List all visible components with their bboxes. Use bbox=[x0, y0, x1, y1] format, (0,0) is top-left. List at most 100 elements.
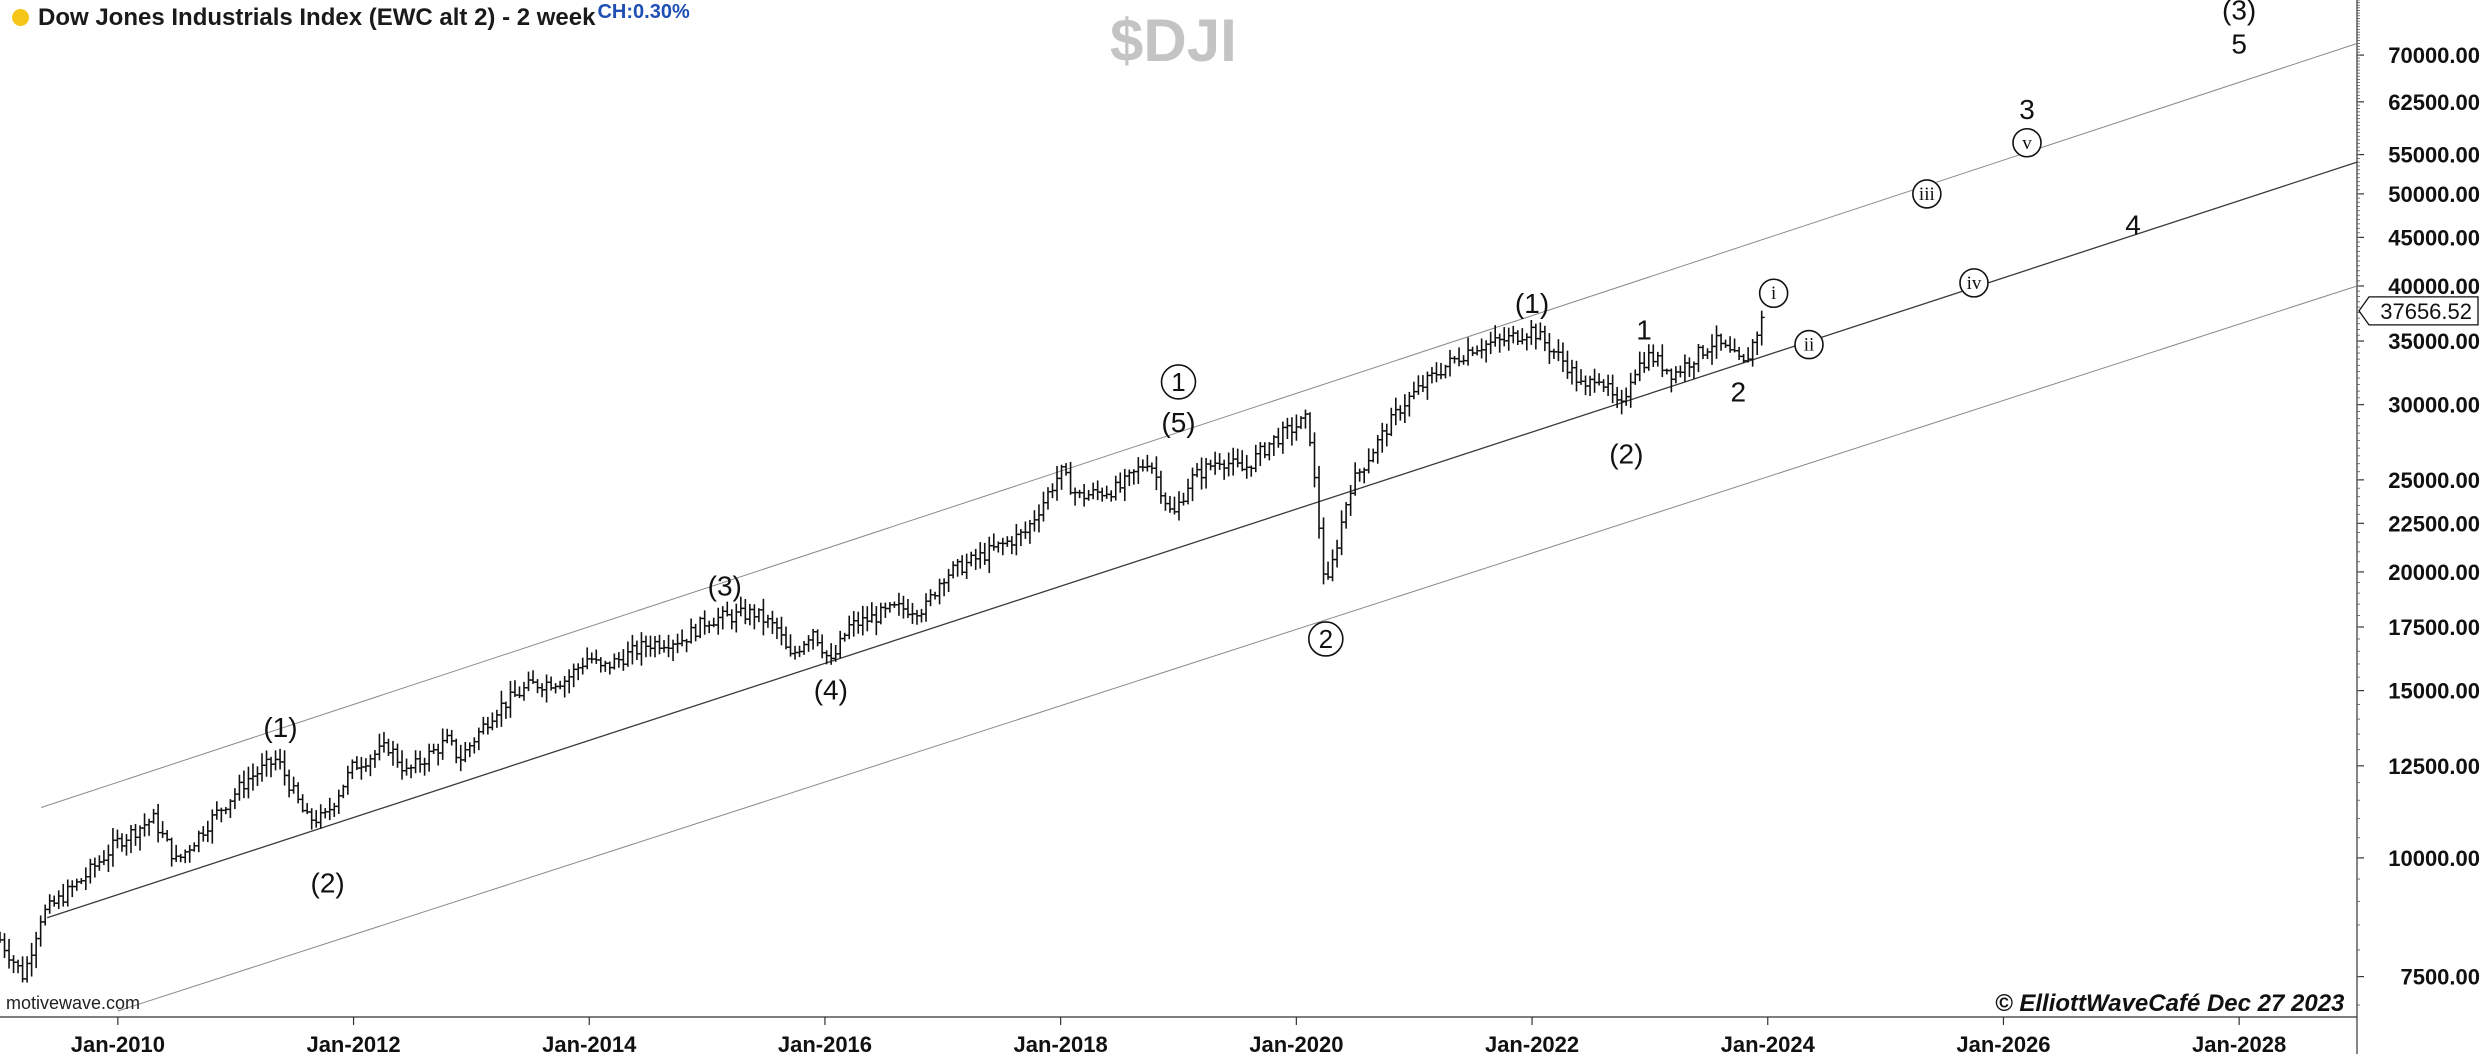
y-tick-label-14: 62500.00 bbox=[2388, 90, 2480, 115]
price-bar-24 bbox=[105, 844, 112, 873]
last-price-box bbox=[2358, 296, 2479, 326]
price-bar-262 bbox=[1180, 492, 1187, 506]
price-bar-378 bbox=[1704, 348, 1711, 359]
price-bar-74 bbox=[331, 802, 338, 817]
price-bar-38 bbox=[168, 837, 175, 867]
price-bar-334 bbox=[1505, 327, 1512, 351]
price-bar-364 bbox=[1641, 352, 1648, 373]
price-bar-10 bbox=[42, 904, 49, 926]
price-bar-297 bbox=[1338, 510, 1345, 556]
price-bar-266 bbox=[1198, 457, 1205, 490]
y-tick-label-10: 40000.00 bbox=[2388, 274, 2480, 299]
price-bar-278 bbox=[1252, 444, 1259, 473]
price-bar-236 bbox=[1063, 463, 1070, 476]
price-bar-256 bbox=[1153, 456, 1160, 491]
price-bar-169 bbox=[760, 598, 767, 636]
change-readout: CH:0.30% bbox=[597, 1, 690, 23]
wave-label-8: (2) bbox=[1609, 438, 1643, 469]
price-bar-132 bbox=[593, 649, 600, 664]
price-bar-335 bbox=[1510, 325, 1517, 344]
price-bar-345 bbox=[1555, 339, 1562, 362]
price-bar-267 bbox=[1203, 457, 1210, 489]
price-bar-84 bbox=[376, 733, 383, 761]
price-bar-63 bbox=[281, 750, 288, 786]
price-bar-30 bbox=[132, 823, 139, 846]
x-tick-label-7: Jan-2024 bbox=[1721, 1032, 1816, 1054]
price-bar-7 bbox=[28, 942, 35, 977]
price-bar-355 bbox=[1600, 379, 1607, 392]
price-bar-12 bbox=[51, 895, 58, 907]
x-axis: Jan-2010 Jan-2012 Jan-2014 Jan-2016 Jan-2018… bbox=[71, 1017, 2286, 1054]
price-bar-306 bbox=[1379, 422, 1386, 453]
copyright-credit: © ElliottWaveCafé Dec 27 2023 bbox=[1995, 990, 2345, 1017]
price-bar-102 bbox=[457, 744, 464, 772]
price-bar-153 bbox=[688, 618, 695, 644]
price-bar-35 bbox=[155, 803, 162, 843]
wave-label-16: 3 bbox=[2019, 94, 2035, 125]
price-bar-87 bbox=[389, 740, 396, 766]
price-bar-54 bbox=[240, 770, 247, 799]
x-tick-label-8: Jan-2026 bbox=[1956, 1032, 2050, 1054]
price-bar-377 bbox=[1699, 345, 1706, 360]
price-bar-127 bbox=[570, 663, 577, 688]
price-bar-273 bbox=[1230, 447, 1237, 476]
wave-circle bbox=[1758, 278, 1789, 309]
price-bar-211 bbox=[950, 561, 957, 579]
price-bar-9 bbox=[37, 915, 44, 947]
price-bar-261 bbox=[1175, 491, 1182, 521]
price-bar-317 bbox=[1428, 367, 1435, 384]
price-bar-289 bbox=[1302, 409, 1309, 429]
price-bar-324 bbox=[1460, 355, 1467, 365]
price-bar-108 bbox=[484, 716, 491, 735]
x-tick-label-2: Jan-2014 bbox=[542, 1032, 637, 1054]
wave-label-3: (4) bbox=[814, 675, 848, 706]
price-bar-304 bbox=[1370, 448, 1377, 463]
price-bar-192 bbox=[864, 606, 871, 632]
wave-label-14: iv bbox=[1959, 268, 1989, 298]
price-bar-152 bbox=[683, 638, 690, 653]
price-bar-163 bbox=[733, 603, 740, 633]
price-bar-307 bbox=[1383, 423, 1390, 447]
y-tick-label-0: 7500.00 bbox=[2400, 965, 2480, 990]
price-bar-253 bbox=[1139, 459, 1146, 472]
price-bar-80 bbox=[358, 757, 365, 780]
price-bar-96 bbox=[430, 743, 437, 755]
price-bar-208 bbox=[936, 578, 943, 605]
price-bar-182 bbox=[819, 634, 826, 659]
price-bar-227 bbox=[1022, 521, 1029, 539]
price-bar-285 bbox=[1284, 417, 1291, 439]
price-bar-388 bbox=[1749, 339, 1756, 367]
price-bar-89 bbox=[399, 750, 406, 780]
price-bar-165 bbox=[742, 599, 749, 625]
y-tick-label-6: 22500.00 bbox=[2388, 511, 2480, 536]
status-dot-icon bbox=[12, 9, 29, 26]
price-bar-365 bbox=[1645, 344, 1652, 371]
price-bar-25 bbox=[109, 828, 116, 867]
price-bar-112 bbox=[502, 701, 509, 719]
price-bar-270 bbox=[1216, 453, 1223, 470]
price-bar-179 bbox=[805, 635, 812, 652]
price-bar-206 bbox=[927, 589, 934, 607]
price-bar-337 bbox=[1519, 328, 1526, 345]
price-bar-119 bbox=[534, 679, 541, 694]
price-bar-372 bbox=[1677, 365, 1684, 378]
mid-channel bbox=[46, 161, 2358, 919]
price-bar-8 bbox=[33, 931, 40, 969]
wave-label-10: 2 bbox=[1730, 376, 1746, 407]
price-bar-308 bbox=[1388, 407, 1395, 437]
price-bar-257 bbox=[1157, 470, 1164, 504]
x-tick-label-1: Jan-2012 bbox=[306, 1032, 400, 1054]
price-bar-93 bbox=[417, 750, 424, 773]
price-bar-347 bbox=[1564, 350, 1571, 379]
price-bar-249 bbox=[1121, 468, 1128, 502]
price-bar-14 bbox=[60, 883, 67, 907]
price-bar-350 bbox=[1578, 369, 1585, 385]
price-bar-62 bbox=[277, 748, 284, 770]
wave-text: 2 bbox=[1319, 624, 1333, 654]
price-bar-103 bbox=[462, 741, 469, 763]
price-bar-229 bbox=[1031, 510, 1038, 532]
wave-circle bbox=[1308, 621, 1344, 657]
price-bar-107 bbox=[480, 716, 487, 735]
price-bar-157 bbox=[706, 620, 713, 634]
wave-text: i bbox=[1771, 283, 1776, 304]
